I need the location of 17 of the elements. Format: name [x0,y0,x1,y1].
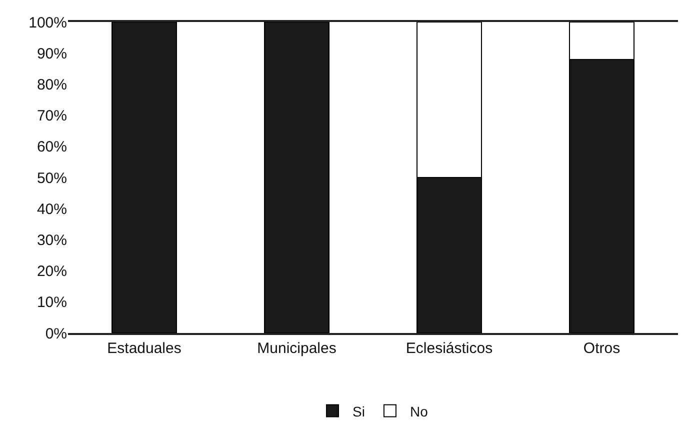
y-tick-label: 10% [36,294,67,312]
y-tick-label: 60% [36,138,67,156]
x-tick-label: Otros [583,340,620,357]
y-tick-label: 30% [36,232,67,249]
y-tick-label: 0% [45,325,67,342]
legend-label: No [410,403,428,420]
x-tick-label: Municipales [257,340,336,357]
y-tick-label: 40% [36,200,67,218]
y-tick-label: 90% [36,45,67,62]
legend-label: Si [352,403,365,420]
y-tick-label: 50% [36,170,67,187]
y-tick-label: 20% [36,263,67,280]
y-tick-label: 100% [28,14,67,32]
x-tick-label: Estaduales [107,340,182,357]
x-tick-label: Eclesiásticos [406,340,493,357]
y-tick-label: 70% [36,108,67,125]
y-tick-label: 80% [36,76,67,94]
